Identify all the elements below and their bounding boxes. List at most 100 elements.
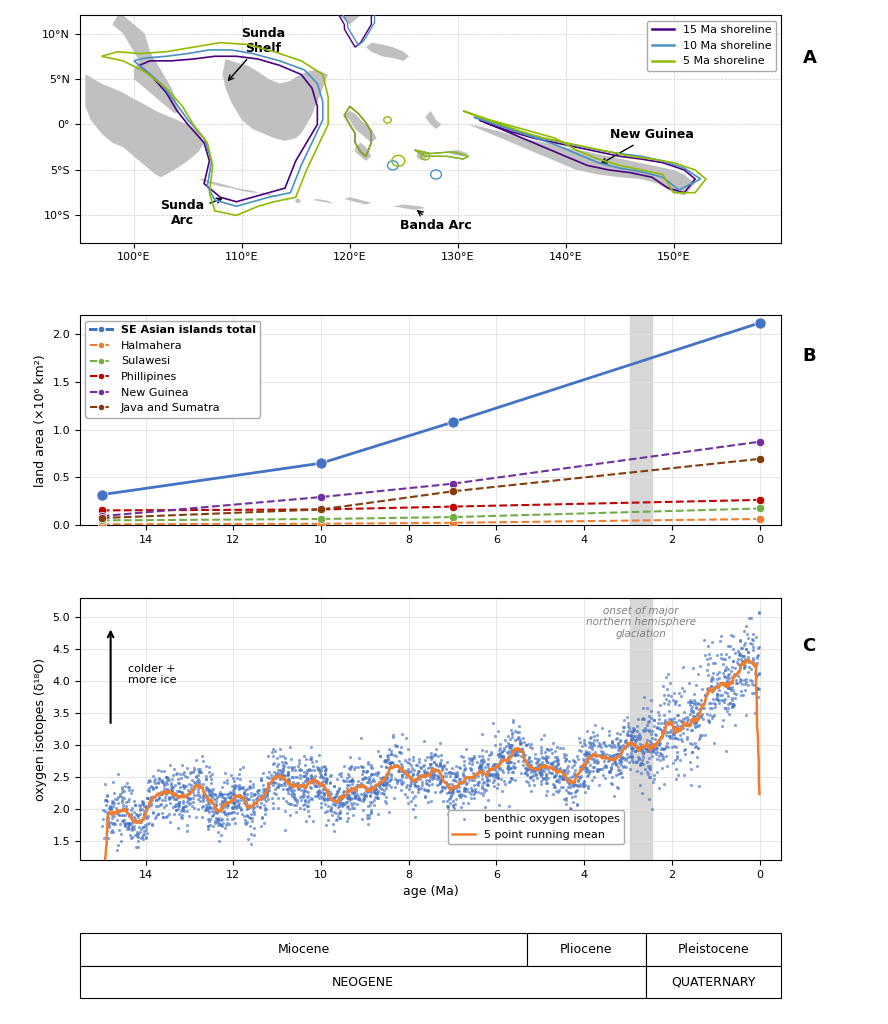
benthic oxygen isotopes — [240, 785, 254, 802]
benthic oxygen isotopes — [507, 760, 521, 776]
benthic oxygen isotopes — [686, 660, 701, 677]
benthic oxygen isotopes — [123, 814, 138, 830]
benthic oxygen isotopes — [448, 766, 463, 782]
benthic oxygen isotopes — [345, 776, 359, 793]
benthic oxygen isotopes — [305, 768, 319, 784]
benthic oxygen isotopes — [319, 817, 333, 834]
benthic oxygen isotopes — [519, 773, 533, 790]
benthic oxygen isotopes — [427, 748, 441, 764]
benthic oxygen isotopes — [399, 730, 413, 746]
benthic oxygen isotopes — [707, 679, 721, 695]
benthic oxygen isotopes — [313, 765, 327, 781]
benthic oxygen isotopes — [173, 779, 187, 796]
benthic oxygen isotopes — [275, 791, 289, 807]
benthic oxygen isotopes — [222, 815, 236, 831]
benthic oxygen isotopes — [105, 795, 119, 811]
benthic oxygen isotopes — [400, 777, 415, 794]
benthic oxygen isotopes — [749, 629, 763, 645]
benthic oxygen isotopes — [599, 758, 614, 774]
benthic oxygen isotopes — [543, 759, 558, 775]
benthic oxygen isotopes — [298, 792, 313, 808]
benthic oxygen isotopes — [544, 755, 559, 771]
benthic oxygen isotopes — [105, 822, 119, 839]
benthic oxygen isotopes — [568, 770, 583, 786]
benthic oxygen isotopes — [312, 778, 326, 795]
benthic oxygen isotopes — [114, 807, 128, 823]
benthic oxygen isotopes — [485, 759, 499, 775]
benthic oxygen isotopes — [226, 804, 240, 820]
Text: A: A — [803, 49, 816, 68]
benthic oxygen isotopes — [390, 772, 404, 788]
benthic oxygen isotopes — [176, 785, 190, 802]
benthic oxygen isotopes — [107, 795, 121, 811]
benthic oxygen isotopes — [311, 785, 325, 802]
benthic oxygen isotopes — [750, 649, 765, 666]
benthic oxygen isotopes — [357, 791, 371, 807]
benthic oxygen isotopes — [571, 768, 585, 784]
benthic oxygen isotopes — [121, 778, 135, 795]
benthic oxygen isotopes — [551, 756, 565, 772]
benthic oxygen isotopes — [193, 778, 207, 795]
benthic oxygen isotopes — [274, 767, 289, 783]
benthic oxygen isotopes — [364, 783, 378, 800]
benthic oxygen isotopes — [602, 764, 616, 780]
benthic oxygen isotopes — [337, 786, 351, 803]
benthic oxygen isotopes — [641, 768, 655, 784]
benthic oxygen isotopes — [223, 784, 237, 801]
benthic oxygen isotopes — [496, 748, 510, 764]
benthic oxygen isotopes — [313, 799, 328, 815]
benthic oxygen isotopes — [706, 681, 720, 697]
benthic oxygen isotopes — [733, 686, 748, 702]
benthic oxygen isotopes — [687, 686, 702, 702]
benthic oxygen isotopes — [446, 785, 460, 802]
benthic oxygen isotopes — [454, 775, 468, 792]
benthic oxygen isotopes — [446, 780, 460, 797]
benthic oxygen isotopes — [639, 717, 654, 733]
benthic oxygen isotopes — [458, 782, 472, 799]
benthic oxygen isotopes — [199, 782, 213, 799]
benthic oxygen isotopes — [693, 729, 707, 745]
benthic oxygen isotopes — [370, 788, 385, 805]
benthic oxygen isotopes — [582, 765, 596, 781]
benthic oxygen isotopes — [707, 695, 721, 712]
benthic oxygen isotopes — [304, 779, 318, 796]
benthic oxygen isotopes — [160, 784, 174, 801]
benthic oxygen isotopes — [737, 676, 751, 692]
benthic oxygen isotopes — [710, 686, 725, 702]
benthic oxygen isotopes — [695, 711, 710, 727]
benthic oxygen isotopes — [433, 746, 448, 763]
benthic oxygen isotopes — [354, 730, 369, 746]
benthic oxygen isotopes — [535, 771, 550, 787]
benthic oxygen isotopes — [725, 641, 740, 657]
benthic oxygen isotopes — [293, 767, 307, 783]
benthic oxygen isotopes — [554, 779, 568, 796]
benthic oxygen isotopes — [631, 728, 646, 744]
benthic oxygen isotopes — [660, 758, 674, 774]
benthic oxygen isotopes — [730, 654, 744, 671]
benthic oxygen isotopes — [398, 763, 412, 779]
benthic oxygen isotopes — [148, 779, 163, 796]
benthic oxygen isotopes — [500, 760, 514, 776]
benthic oxygen isotopes — [457, 762, 472, 778]
benthic oxygen isotopes — [620, 738, 634, 755]
benthic oxygen isotopes — [124, 820, 139, 837]
benthic oxygen isotopes — [289, 775, 304, 792]
benthic oxygen isotopes — [122, 817, 136, 834]
benthic oxygen isotopes — [451, 786, 465, 803]
benthic oxygen isotopes — [192, 763, 206, 779]
benthic oxygen isotopes — [685, 744, 699, 761]
benthic oxygen isotopes — [383, 755, 397, 771]
benthic oxygen isotopes — [578, 736, 592, 753]
benthic oxygen isotopes — [733, 674, 748, 690]
benthic oxygen isotopes — [256, 765, 270, 781]
benthic oxygen isotopes — [704, 678, 718, 694]
benthic oxygen isotopes — [308, 768, 322, 784]
Halmahera — [754, 513, 765, 525]
benthic oxygen isotopes — [301, 794, 315, 810]
benthic oxygen isotopes — [511, 724, 526, 740]
benthic oxygen isotopes — [736, 653, 750, 670]
benthic oxygen isotopes — [527, 750, 542, 766]
benthic oxygen isotopes — [123, 821, 137, 838]
benthic oxygen isotopes — [691, 705, 705, 721]
benthic oxygen isotopes — [276, 758, 290, 774]
